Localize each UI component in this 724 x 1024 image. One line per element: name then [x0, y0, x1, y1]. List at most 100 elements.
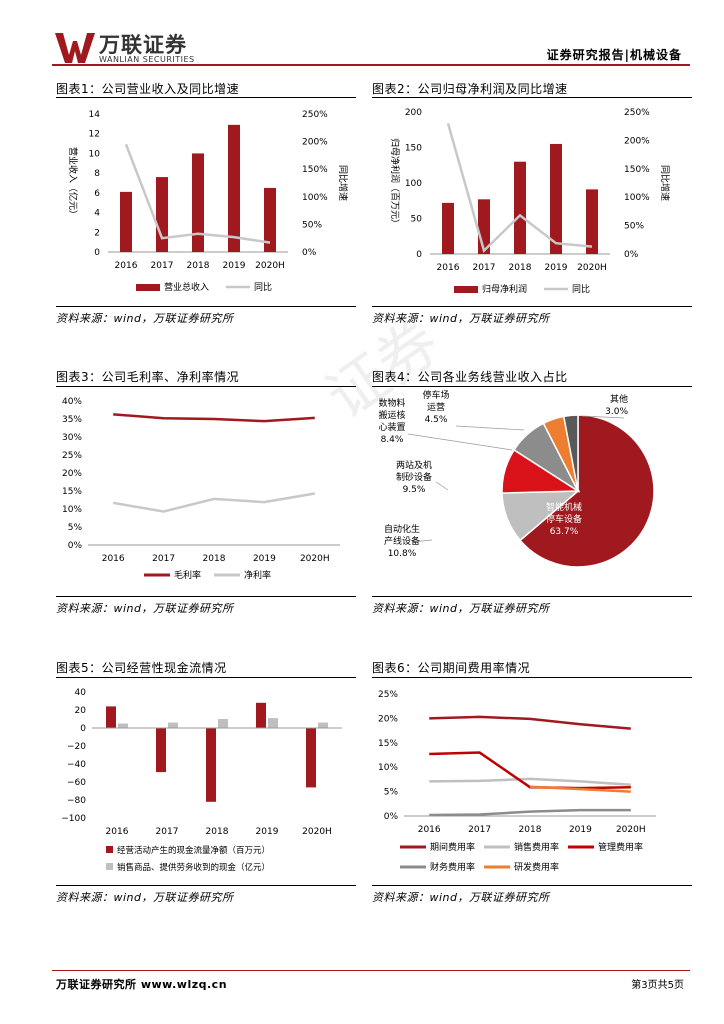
fig1-xtick: 2019	[223, 261, 246, 271]
fig2-ylabel-right: 同比增速	[659, 165, 671, 201]
fig5-top-rule	[56, 677, 356, 678]
fig5-bar	[256, 702, 266, 728]
fig1-source: 资料来源：wind，万联证券研究所	[56, 312, 234, 325]
fig1-ytick: 0	[94, 248, 100, 258]
fig4-slice	[519, 414, 655, 568]
fig6-bottom-rule	[372, 885, 692, 886]
fig3-ytick: 10%	[62, 505, 82, 515]
fig3-ytick: 0%	[68, 541, 83, 551]
fig1-bar	[228, 124, 240, 252]
fig3-xtick: 2018	[203, 554, 226, 564]
fig2-legend-label: 归母净利润	[482, 283, 527, 295]
fig6-xtick: 2019	[569, 825, 592, 835]
fig4-slice-label: 心装置	[378, 421, 405, 433]
fig3-legend-label: 净利率	[244, 569, 271, 581]
fig5-bar	[118, 723, 128, 728]
fig4-source: 资料来源：wind，万联证券研究所	[372, 602, 550, 615]
fig3-ytick: 25%	[62, 451, 82, 461]
fig6-source: 资料来源：wind，万联证券研究所	[372, 891, 550, 904]
fig5-legend-swatch	[106, 863, 113, 870]
fig3-ytick: 5%	[68, 523, 83, 533]
fig5-bar	[306, 728, 316, 788]
fig1-bottom-rule	[56, 306, 356, 307]
fig4-bottom-rule	[372, 596, 692, 597]
fig4-slice-label: 4.5%	[425, 415, 448, 425]
fig6-series-line	[429, 715, 631, 730]
fig2-ylabel: 归母净利润（百万元）	[389, 138, 401, 228]
logo-en-text: WANLIAN SECURITIES	[99, 55, 195, 64]
footer-page: 第3页共5页	[631, 980, 684, 991]
fig4-slice-label: 停车设备	[546, 513, 582, 525]
fig4-slice-label: 63.7%	[550, 527, 579, 537]
fig1-ytick-right: 150%	[302, 165, 328, 175]
fig6-legend-label: 财务费用率	[430, 861, 475, 873]
fig3-title: 图表3：公司毛利率、净利率情况	[56, 370, 240, 384]
fig1-ytick-right: 200%	[302, 138, 328, 148]
fig4-slice-label: 两站及机	[396, 459, 432, 471]
fig5-ytick: −40	[67, 760, 86, 770]
fig5-bar	[318, 722, 328, 728]
fig1-ytick-right: 250%	[302, 110, 328, 120]
fig4-leader-line	[411, 539, 433, 543]
fig2-xtick: 2016	[437, 263, 460, 273]
fig5-ytick: −80	[67, 796, 86, 806]
fig3-bottom-rule	[56, 596, 356, 597]
fig1-ytick: 14	[89, 110, 101, 120]
fig5-ytick: −60	[67, 778, 86, 788]
fig2-bar	[550, 143, 562, 254]
fig4-slice-label: 其他	[610, 393, 628, 405]
fig1-ylabel-right: 同比增速	[337, 165, 349, 201]
fig1-ytick: 6	[94, 189, 100, 199]
fig6-legend-label: 管理费用率	[598, 841, 643, 853]
fig2-chart: 0 50 100 150 200 0% 50% 100% 150% 200% 250% 2016 201…	[389, 108, 671, 295]
fig4-slice-label: 10.8%	[388, 549, 417, 559]
fig1-bar	[264, 187, 276, 252]
logo-cn-text: 万联证券	[99, 33, 187, 57]
fig5-bar	[218, 719, 228, 728]
fig1-ytick: 12	[89, 130, 100, 140]
fig4-slice	[562, 414, 579, 492]
fig4-slice-label: 产线设备	[384, 535, 420, 547]
fig2-xtick: 2018	[509, 263, 532, 273]
fig4-slice-label: 8.4%	[381, 435, 404, 445]
fig1-ylabel: 营业收入（亿元）	[67, 147, 79, 219]
fig2-ytick: 0	[416, 250, 422, 260]
fig5-bar	[268, 718, 278, 728]
fig6-chart: 0% 5% 10% 15% 20% 25% 2016 2017 2018 2019 2020H 期间费…	[378, 690, 656, 873]
fig5-xtick: 2020H	[302, 827, 332, 837]
fig2-bottom-rule	[372, 306, 692, 307]
fig6-xtick: 2018	[519, 825, 542, 835]
fig2-title: 图表2：公司归母净利润及同比增速	[372, 82, 568, 96]
fig2-ytick: 200	[405, 108, 422, 118]
fig4-slice-label: 数物料	[378, 397, 405, 409]
fig4-slice-label: 制砂设备	[396, 471, 432, 483]
fig6-series-line	[429, 777, 631, 787]
fig5-source: 资料来源：wind，万联证券研究所	[56, 891, 234, 904]
company-logo: 万联证券 WANLIAN SECURITIES	[55, 33, 235, 67]
fig3-legend-label: 毛利率	[174, 569, 201, 581]
fig2-xtick: 2017	[473, 263, 496, 273]
fig5-bottom-rule	[56, 885, 356, 886]
fig5-ytick: 40	[75, 688, 87, 698]
fig1-bar	[156, 177, 168, 252]
fig1-top-rule	[56, 97, 356, 98]
fig4-slice-label: 停车场	[422, 390, 449, 401]
fig5-ytick: −20	[67, 742, 86, 752]
fig5-legend-swatch	[106, 846, 113, 853]
fig6-xtick: 2016	[418, 825, 441, 835]
fig2-ytick-right: 150%	[624, 165, 650, 175]
fig3-ytick: 15%	[62, 487, 82, 497]
fig3-top-rule	[56, 386, 356, 387]
fig4-slice-label: 运营	[427, 401, 445, 413]
fig6-title: 图表6：公司期间费用率情况	[372, 661, 531, 675]
fig4-leader-line	[581, 415, 625, 419]
fig4-slice-label: 智能机械	[546, 501, 582, 513]
fig3-xtick: 2020H	[300, 554, 330, 564]
fig1-ytick: 2	[94, 228, 100, 238]
fig1-legend-label: 营业总收入	[164, 281, 209, 293]
fig2-ytick: 150	[405, 144, 422, 154]
fig5-bar	[206, 728, 216, 802]
fig6-series-line	[429, 808, 631, 817]
fig1-bar	[120, 191, 132, 252]
